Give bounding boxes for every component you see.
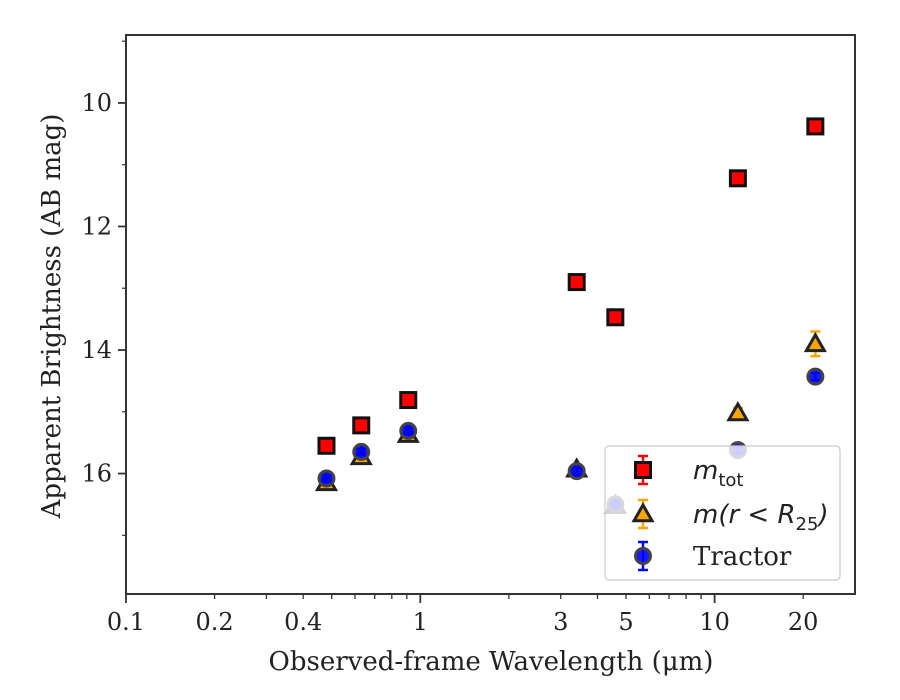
legend-label: m(r < R25)	[693, 500, 829, 535]
x-tick-label: 20	[788, 608, 819, 636]
y-tick-label: 14	[81, 336, 112, 364]
legend-label-main: Tractor	[693, 542, 792, 572]
data-point	[567, 273, 586, 292]
legend-entry: Tractor	[634, 540, 792, 572]
legend-label: mtot	[693, 456, 743, 491]
legend-marker	[634, 547, 652, 565]
legend: mtot m(r < R25) Tractor	[604, 445, 841, 581]
data-point	[806, 367, 825, 386]
legend-label-main: m(r < R	[693, 500, 796, 530]
x-tick-label: 1	[413, 608, 428, 636]
axes: 0.1 0.2 0.4 1 3 5 10 20 10 12 14 16	[81, 34, 856, 636]
x-tick-label: 0.2	[196, 608, 234, 636]
data-point	[317, 469, 336, 488]
data-point	[317, 436, 336, 455]
legend-label-subscript: tot	[718, 470, 743, 491]
legend-entry: mtot	[634, 454, 743, 491]
plot-frame	[125, 34, 856, 595]
data-point	[399, 421, 418, 440]
x-tick-label: 3	[553, 608, 568, 636]
legend-marker	[634, 461, 652, 479]
data-point	[806, 117, 825, 136]
x-axis-label: Observed-frame Wavelength (μm)	[269, 647, 714, 677]
x-tick-label: 0.4	[284, 608, 322, 636]
legend-label-subscript: 25	[796, 514, 819, 535]
data-point	[728, 169, 747, 188]
data-point	[352, 416, 371, 435]
legend-label-tail: )	[816, 500, 828, 530]
legend-entry: m(r < R25)	[631, 498, 829, 535]
y-axis-label: Apparent Brightness (AB mag)	[37, 114, 67, 520]
y-tick-label: 10	[81, 89, 112, 117]
data-point	[567, 462, 586, 481]
data-point	[606, 308, 625, 327]
data-point	[803, 331, 827, 353]
data-point	[352, 442, 371, 461]
legend-label: Tractor	[693, 542, 792, 572]
y-tick-label: 16	[81, 460, 112, 488]
x-tick-label: 0.1	[107, 608, 145, 636]
data-point	[399, 391, 418, 410]
x-tick-label: 10	[699, 608, 730, 636]
y-tick-label: 12	[81, 212, 112, 240]
legend-box	[604, 445, 841, 581]
data-point	[726, 400, 750, 422]
legend-marker	[631, 501, 655, 523]
series-0	[317, 117, 825, 455]
x-tick-label: 5	[618, 608, 633, 636]
legend-label-main: m	[693, 456, 718, 486]
